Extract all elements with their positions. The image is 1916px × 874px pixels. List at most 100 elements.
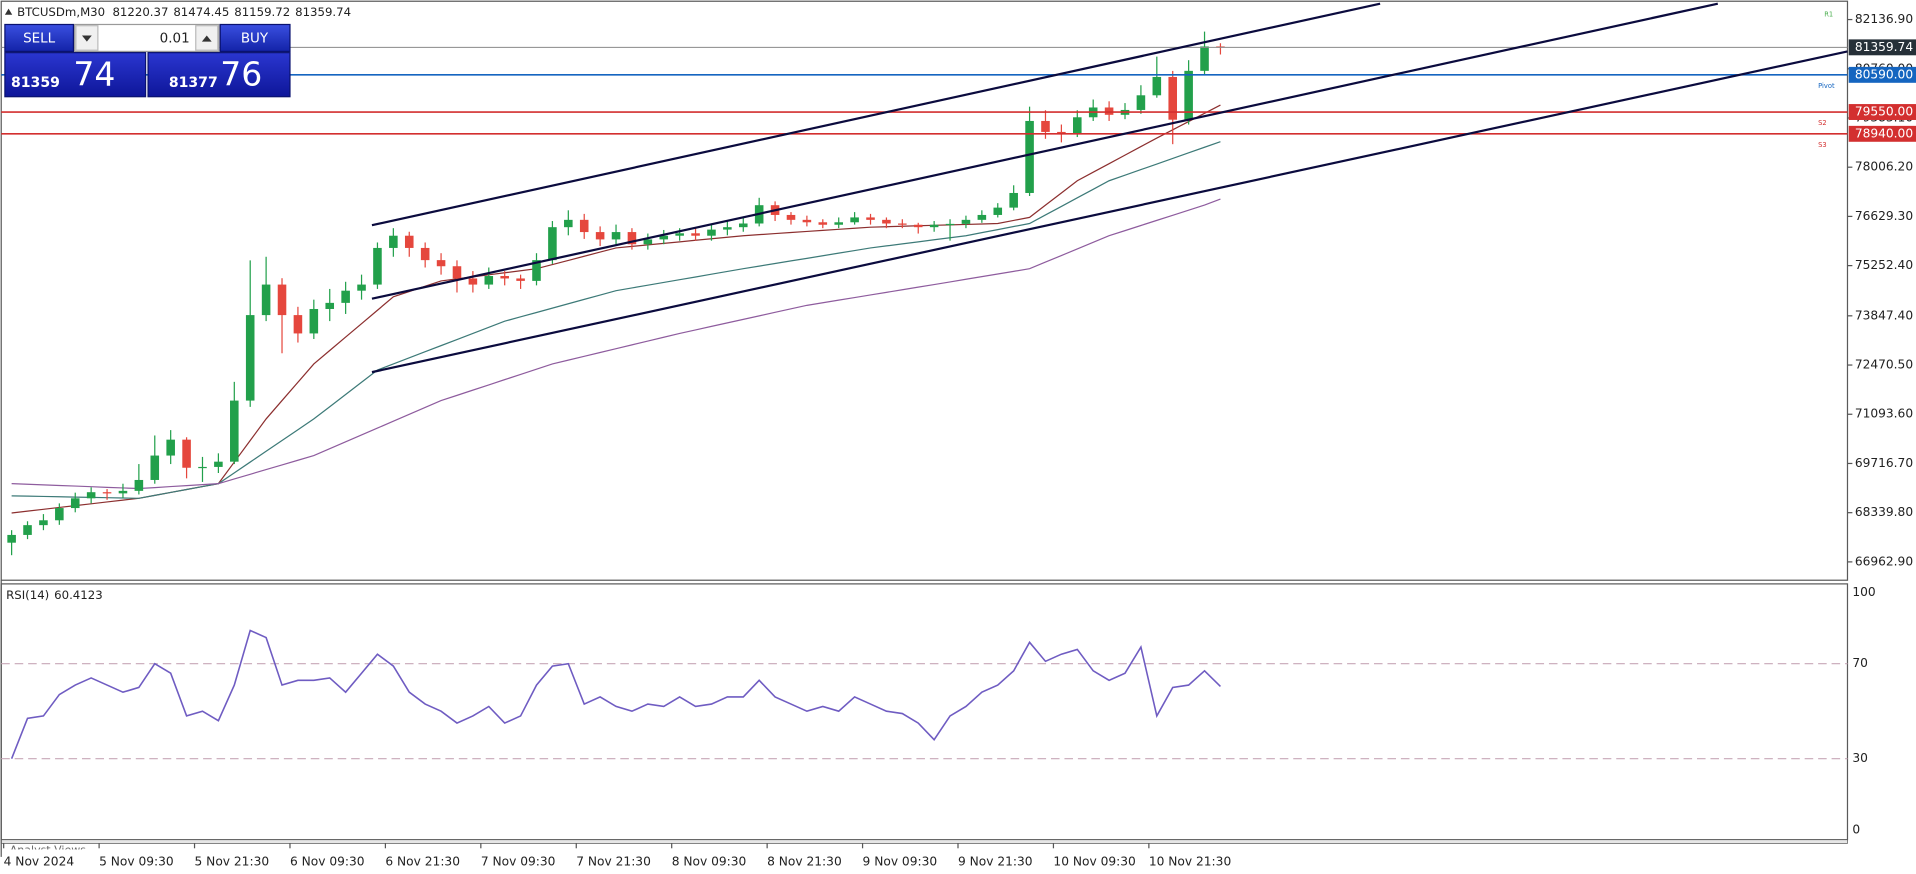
candle-body [500,276,509,279]
level-label: 80590.00 [1855,67,1913,81]
candle-body [309,308,319,334]
candle-body [723,227,732,230]
level-label-bg [1848,66,1916,83]
level-label-bg [1848,104,1916,120]
candle-body [277,284,287,316]
candle-body [118,490,128,494]
ask-box[interactable] [147,52,291,98]
x-tick-label: 5 Nov 09:30 [99,854,174,868]
candle-body [675,233,684,236]
candle-body [929,224,939,228]
candle-body [866,217,875,220]
candle-body [341,290,350,303]
candle-body [1025,120,1034,193]
rsi-pane [0,583,1849,841]
buy-button[interactable] [219,23,291,53]
level-label: 78940.00 [1855,126,1913,140]
buy-label[interactable]: BUY [241,32,269,47]
candle-body [230,400,239,462]
candle-body [627,232,637,245]
candle-body [1073,117,1082,135]
volume-value[interactable]: 0.01 [160,32,190,47]
candle-body [579,219,589,233]
bid-box[interactable] [4,52,147,98]
y-tick-label: 72470.50 [1855,358,1913,372]
sell-label[interactable]: SELL [23,32,56,47]
level-name: S2 [1818,119,1827,127]
candle-body [882,219,891,224]
footer-divider [0,839,1848,844]
y-tick-label: 73847.40 [1855,308,1913,322]
y-tick-label: 69716.70 [1855,456,1913,470]
candle-body [484,276,494,285]
channel-line [371,2,1719,300]
candle-body [23,525,32,535]
y-tick-label: 70 [1852,656,1868,670]
x-tick-label: 6 Nov 09:30 [290,854,365,868]
candle-body [1152,76,1162,96]
candle-body [261,284,271,316]
x-tick-label: 6 Nov 21:30 [385,854,460,868]
chart-layer: 82136.9080760.0079383.1078006.2076629.30… [1,11,1916,868]
volume-box[interactable] [74,23,220,53]
current-price-label: 81359.74 [1855,40,1914,54]
level-name: S3 [1818,141,1827,149]
candle-body [564,219,573,228]
candle-body [913,224,923,228]
x-tick-label: 7 Nov 09:30 [481,854,556,868]
moving-average [11,198,1221,490]
candle-body [738,223,748,228]
level-label-bg [1848,125,1916,142]
x-tick-label: 9 Nov 09:30 [863,854,938,868]
candle-body [150,455,160,480]
indicator-name: RSI(14) [6,587,49,601]
ask-main: 81377 [169,75,218,91]
candle-body [166,439,175,456]
footer-tab[interactable]: Analyst Views [10,844,86,857]
candle-body [643,239,653,245]
sell-button[interactable] [4,23,75,53]
candle-body [1200,46,1209,71]
collapse-icon[interactable] [4,8,13,15]
channel-lines [371,2,1848,374]
close-price: 81359.74 [295,5,351,19]
indicator-value: 60.4123 [54,587,103,601]
candle-body [611,232,621,240]
candle-body [214,461,223,467]
indicator-title: RSI(14) 60.4123 [6,587,103,601]
candle-body [834,222,843,225]
down-arrow [81,35,92,42]
symbol-header: BTCUSDm,M30 81220.37 81474.45 81159.72 81359… [4,5,351,19]
y-tick-label: 66962.90 [1855,554,1913,568]
ask-pips: 76 [220,54,262,93]
candle-body [1136,95,1146,110]
x-tick-label: 10 Nov 21:30 [1149,854,1231,868]
candle-body [7,534,16,543]
candle-body [70,498,80,509]
y-tick-label: 100 [1852,585,1875,599]
y-tick-label: 71093.60 [1855,407,1913,421]
candle-body [1041,120,1050,132]
candle-body [945,223,955,226]
x-tick-label: 10 Nov 09:30 [1053,854,1135,868]
candle-body [659,235,669,240]
x-tick-label: 8 Nov 09:30 [672,854,747,868]
level-name: Pivot [1818,82,1835,90]
candle-body [39,520,48,526]
low-price: 81159.72 [234,5,290,19]
y-tick-label: 82136.90 [1855,12,1913,26]
candle-body [850,217,859,223]
symbol: BTCUSDm,M30 [17,5,105,19]
candle-body [516,278,525,281]
bid-pips: 74 [73,54,115,93]
level-name: R1 [1824,11,1833,19]
candle-body [707,229,716,236]
candle-body [373,247,382,285]
y-tick-label: 76629.30 [1855,209,1913,223]
candle-body [55,508,64,521]
candle-body [436,260,446,267]
candle-body [293,315,303,334]
candle-body [134,479,144,491]
channel-line [371,50,1848,374]
x-tick-label: 5 Nov 21:30 [195,854,270,868]
